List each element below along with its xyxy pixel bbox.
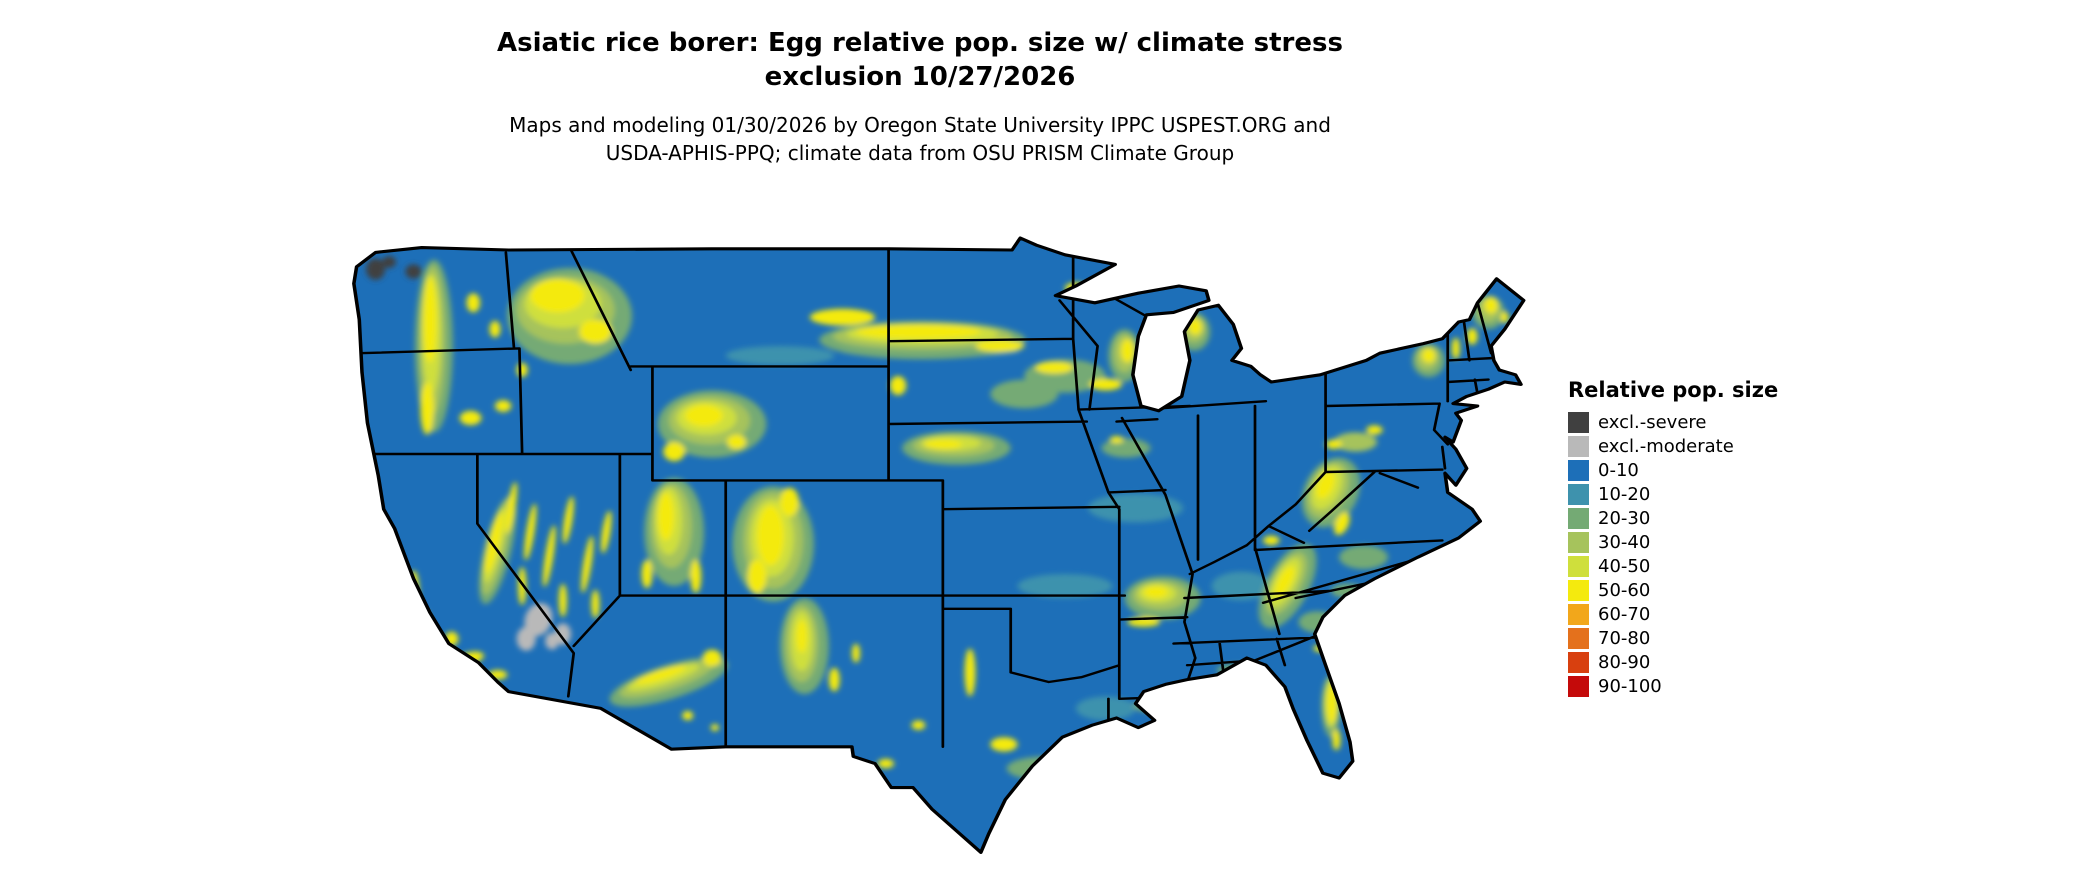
legend-swatch <box>1568 532 1589 553</box>
legend-label: 50-60 <box>1598 580 1651 601</box>
subtitle-line2: USDA-APHIS-PPQ; climate data from OSU PR… <box>605 140 1235 165</box>
legend-label: 10-20 <box>1598 484 1651 505</box>
subtitle: Maps and modeling 01/30/2026 by Oregon S… <box>170 111 1670 167</box>
legend-swatch <box>1568 628 1589 649</box>
legend-label: 60-70 <box>1598 604 1651 625</box>
legend-item: 30-40 <box>1568 532 1848 553</box>
legend-title: Relative pop. size <box>1568 378 1779 402</box>
legend-item: excl.-severe <box>1568 412 1848 433</box>
legend-label: 40-50 <box>1598 556 1651 577</box>
legend-swatch <box>1568 676 1589 697</box>
page-title-line2: exclusion 10/27/2026 <box>764 62 1076 93</box>
legend-item: excl.-moderate <box>1568 436 1848 457</box>
legend-label: 30-40 <box>1598 532 1651 553</box>
legend-item: 50-60 <box>1568 580 1848 601</box>
legend-item: 0-10 <box>1568 460 1848 481</box>
subtitle-line1: Maps and modeling 01/30/2026 by Oregon S… <box>509 112 1331 137</box>
legend-item: 10-20 <box>1568 484 1848 505</box>
legend-item: 70-80 <box>1568 628 1848 649</box>
legend-item: 90-100 <box>1568 676 1848 697</box>
legend-swatch <box>1568 460 1589 481</box>
legend-swatch <box>1568 652 1589 673</box>
legend-swatch <box>1568 484 1589 505</box>
legend-item: 60-70 <box>1568 604 1848 625</box>
map-area <box>305 226 1540 886</box>
legend-swatch <box>1568 604 1589 625</box>
legend-swatch <box>1568 412 1589 433</box>
legend: Relative pop. size excl.-severe excl.-mo… <box>1568 378 1848 700</box>
suitability-raster-overlay <box>366 256 1509 781</box>
legend-label: excl.-severe <box>1598 412 1707 433</box>
state-borders <box>357 247 1496 748</box>
legend-label: 80-90 <box>1598 652 1651 673</box>
header: Asiatic rice borer: Egg relative pop. si… <box>170 26 1670 167</box>
legend-swatch <box>1568 556 1589 577</box>
legend-item: 40-50 <box>1568 556 1848 577</box>
legend-label: 70-80 <box>1598 628 1651 649</box>
legend-label: excl.-moderate <box>1598 436 1734 457</box>
us-map <box>352 236 1526 855</box>
legend-label: 0-10 <box>1598 460 1639 481</box>
legend-swatch <box>1568 508 1589 529</box>
page-title-line1: Asiatic rice borer: Egg relative pop. si… <box>497 28 1343 58</box>
legend-swatch <box>1568 580 1589 601</box>
legend-swatch <box>1568 436 1589 457</box>
legend-label: 90-100 <box>1598 676 1662 697</box>
legend-item: 20-30 <box>1568 508 1848 529</box>
legend-item: 80-90 <box>1568 652 1848 673</box>
legend-label: 20-30 <box>1598 508 1651 529</box>
